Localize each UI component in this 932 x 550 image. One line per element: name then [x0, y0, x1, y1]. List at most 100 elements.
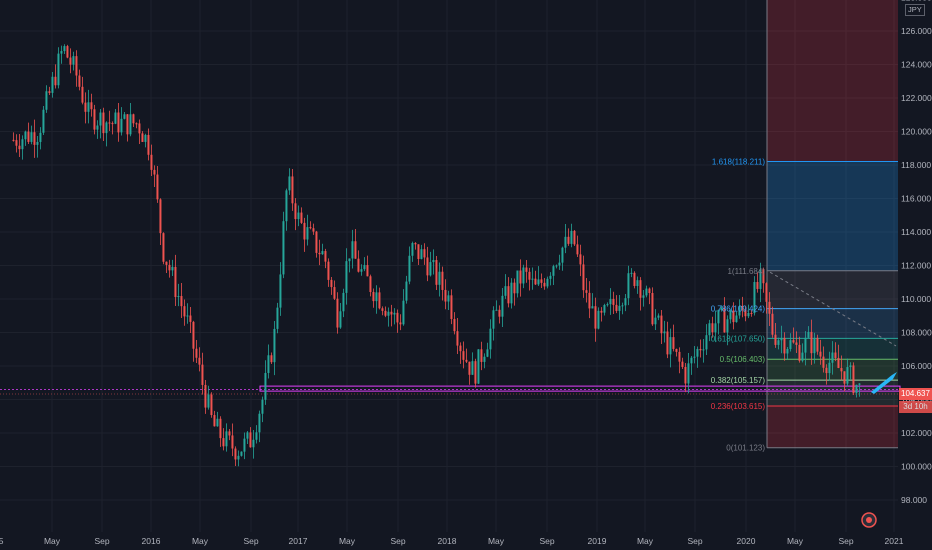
fib-zone [767, 308, 898, 339]
candle-body [195, 348, 198, 358]
candle-body [24, 131, 27, 140]
candle-body [147, 134, 150, 155]
candle-body [255, 432, 258, 440]
candle-body [291, 176, 294, 204]
candle-body [33, 132, 36, 145]
candle-body [207, 394, 210, 408]
trend-dashed-line [769, 271, 897, 347]
candle-body [729, 310, 732, 320]
candle-body [309, 227, 312, 229]
candle-body [135, 123, 138, 125]
candle-body [495, 309, 498, 311]
candle-body [165, 261, 168, 265]
candle-body [186, 315, 189, 317]
time-tick-label: 2016 [142, 536, 161, 546]
candle-body [465, 359, 468, 362]
candle-body [300, 212, 303, 223]
candle-body [468, 361, 471, 375]
candle-body [747, 312, 750, 317]
candle-body [432, 260, 435, 263]
candle-body [627, 273, 630, 299]
candle-body [72, 56, 75, 65]
candle-body [39, 132, 42, 142]
countdown-tag: 3d 10h [899, 401, 932, 413]
candle-body [393, 312, 396, 315]
candle-body [795, 342, 798, 345]
price-tick-label: 116.000 [901, 194, 931, 204]
fib-level-label: 0.5(106.403) [720, 355, 766, 364]
candle-body [411, 243, 414, 256]
candle-body [633, 272, 636, 286]
candle-body [429, 262, 432, 276]
fib-zone [767, 270, 898, 309]
candle-body [696, 348, 699, 357]
candle-body [201, 364, 204, 385]
price-axis[interactable]: 98.000100.000102.000104.000106.000108.00… [901, 0, 932, 505]
candle-body [387, 311, 390, 316]
currency-label[interactable]: JPY [905, 4, 925, 16]
candle-body [474, 361, 477, 384]
candle-body [678, 351, 681, 362]
candle-body [372, 292, 375, 302]
support-line [0, 385, 901, 395]
price-tick-label: 106.000 [901, 361, 932, 371]
time-tick-label: May [192, 536, 209, 546]
candle-body [609, 298, 612, 305]
candle-body [126, 114, 129, 135]
candle-body [402, 300, 405, 325]
candle-body [564, 236, 567, 248]
candle-body [522, 267, 525, 284]
candle-body [162, 233, 165, 262]
candle-body [81, 86, 84, 103]
candle-body [858, 383, 861, 385]
candle-body [408, 255, 411, 282]
time-axis[interactable]: 2015 May Sep 2016 May Sep 2017 May Sep 2018 May Sep… [0, 536, 904, 546]
candle-body [159, 199, 162, 234]
candle-body [780, 337, 783, 341]
candle-body [237, 455, 240, 460]
candle-body [516, 270, 519, 294]
candle-body [324, 251, 327, 262]
candle-body [69, 57, 72, 65]
candle-body [819, 351, 822, 357]
candle-body [690, 357, 693, 364]
candle-body [831, 352, 834, 363]
candle-body [42, 109, 45, 133]
candle-body [417, 244, 420, 259]
candle-body [549, 275, 552, 279]
candle-body [375, 292, 378, 302]
time-tick-label: 2020 [737, 536, 756, 546]
price-tick-label: 120.000 [901, 127, 932, 137]
time-tick-label: Sep [687, 536, 702, 546]
price-tick-label: 122.000 [901, 93, 932, 103]
candle-body [534, 278, 537, 285]
candle-body [21, 139, 24, 150]
candle-body [666, 331, 669, 355]
candle-body [624, 298, 627, 306]
candle-body [816, 337, 819, 352]
candle-body [438, 271, 441, 285]
fib-zone [767, 161, 898, 271]
candle-body [114, 112, 117, 124]
candle-body [78, 75, 81, 87]
price-tick-label: 100.000 [901, 462, 932, 472]
candle-body [708, 323, 711, 336]
candle-body [621, 305, 624, 307]
candle-body [597, 310, 600, 329]
time-tick-label: Sep [243, 536, 258, 546]
time-tick-label: May [339, 536, 356, 546]
candle-body [228, 431, 231, 436]
candle-body [267, 355, 270, 373]
candle-body [222, 438, 225, 447]
time-tick-label: 2021 [885, 536, 904, 546]
candle-body [684, 366, 687, 384]
candle-body [804, 337, 807, 353]
tradingview-logo-icon[interactable] [861, 512, 877, 528]
candle-body [459, 345, 462, 352]
candle-body [297, 212, 300, 220]
projection-arrow-shape [871, 372, 897, 394]
candle-body [276, 307, 279, 329]
candle-body [714, 323, 717, 333]
price-tick-label: 128.000 [901, 0, 932, 3]
